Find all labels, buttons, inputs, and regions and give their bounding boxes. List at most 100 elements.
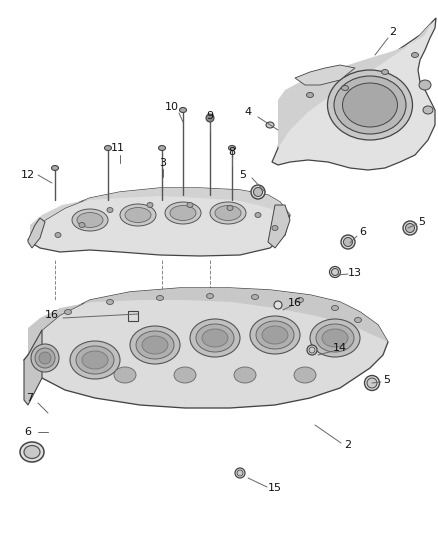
Ellipse shape xyxy=(343,238,353,246)
Ellipse shape xyxy=(255,213,261,217)
Text: 16: 16 xyxy=(45,310,59,320)
Text: 13: 13 xyxy=(348,268,362,278)
Ellipse shape xyxy=(76,346,114,374)
Ellipse shape xyxy=(147,203,153,207)
Ellipse shape xyxy=(262,326,288,344)
Ellipse shape xyxy=(39,352,51,364)
Ellipse shape xyxy=(77,213,103,228)
Ellipse shape xyxy=(307,345,317,355)
Polygon shape xyxy=(295,65,355,85)
Ellipse shape xyxy=(251,295,258,300)
Ellipse shape xyxy=(272,225,278,230)
Ellipse shape xyxy=(105,146,112,150)
Ellipse shape xyxy=(309,347,315,353)
Ellipse shape xyxy=(174,367,196,383)
Polygon shape xyxy=(24,288,388,408)
Text: 6: 6 xyxy=(25,427,32,437)
Ellipse shape xyxy=(341,235,355,249)
Text: 10: 10 xyxy=(165,102,179,112)
Ellipse shape xyxy=(234,367,256,383)
Ellipse shape xyxy=(334,76,406,134)
Ellipse shape xyxy=(206,114,214,122)
Text: 14: 14 xyxy=(333,343,347,353)
Ellipse shape xyxy=(229,146,236,150)
Polygon shape xyxy=(268,205,290,248)
Ellipse shape xyxy=(411,52,418,58)
Ellipse shape xyxy=(106,300,113,304)
Ellipse shape xyxy=(274,301,282,309)
Ellipse shape xyxy=(423,106,433,114)
Ellipse shape xyxy=(156,295,163,301)
Ellipse shape xyxy=(190,319,240,357)
Ellipse shape xyxy=(31,344,59,372)
Polygon shape xyxy=(28,188,290,256)
Ellipse shape xyxy=(79,222,85,228)
Ellipse shape xyxy=(72,209,108,231)
Ellipse shape xyxy=(142,336,168,354)
Polygon shape xyxy=(24,330,42,405)
Ellipse shape xyxy=(114,367,136,383)
Ellipse shape xyxy=(136,331,174,359)
Ellipse shape xyxy=(235,468,245,478)
Ellipse shape xyxy=(250,316,300,354)
Ellipse shape xyxy=(332,269,339,276)
Text: 5: 5 xyxy=(384,375,391,385)
Ellipse shape xyxy=(266,122,274,128)
Ellipse shape xyxy=(24,446,40,458)
Text: 6: 6 xyxy=(360,227,367,237)
Ellipse shape xyxy=(354,318,361,322)
Ellipse shape xyxy=(165,202,201,224)
Text: 5: 5 xyxy=(418,217,425,227)
Text: 5: 5 xyxy=(240,170,247,180)
Ellipse shape xyxy=(227,206,233,211)
Ellipse shape xyxy=(55,232,61,238)
Ellipse shape xyxy=(328,70,413,140)
FancyBboxPatch shape xyxy=(128,311,138,321)
Ellipse shape xyxy=(237,470,243,476)
Ellipse shape xyxy=(82,351,108,369)
Text: 8: 8 xyxy=(229,147,236,157)
Ellipse shape xyxy=(367,378,377,388)
Text: 9: 9 xyxy=(206,111,214,121)
Ellipse shape xyxy=(251,185,265,199)
Ellipse shape xyxy=(381,69,389,75)
Ellipse shape xyxy=(406,223,414,232)
Ellipse shape xyxy=(35,348,55,368)
Ellipse shape xyxy=(419,80,431,90)
Polygon shape xyxy=(28,288,388,355)
Ellipse shape xyxy=(125,207,151,222)
Ellipse shape xyxy=(332,305,339,311)
Ellipse shape xyxy=(107,207,113,213)
Ellipse shape xyxy=(196,324,234,352)
Polygon shape xyxy=(28,218,45,248)
Ellipse shape xyxy=(64,310,71,314)
Polygon shape xyxy=(278,22,432,148)
Ellipse shape xyxy=(215,206,241,221)
Ellipse shape xyxy=(294,367,316,383)
Ellipse shape xyxy=(297,297,304,303)
Ellipse shape xyxy=(170,206,196,221)
Text: 12: 12 xyxy=(21,170,35,180)
Text: 4: 4 xyxy=(244,107,251,117)
Ellipse shape xyxy=(120,204,156,226)
Polygon shape xyxy=(272,18,436,170)
Ellipse shape xyxy=(316,324,354,352)
Ellipse shape xyxy=(187,203,193,207)
Ellipse shape xyxy=(202,329,228,347)
Ellipse shape xyxy=(20,442,44,462)
Ellipse shape xyxy=(329,266,340,278)
Text: 3: 3 xyxy=(159,158,166,168)
Ellipse shape xyxy=(210,202,246,224)
Ellipse shape xyxy=(180,108,187,112)
Ellipse shape xyxy=(322,329,348,347)
Ellipse shape xyxy=(364,376,379,391)
Ellipse shape xyxy=(403,221,417,235)
Text: 7: 7 xyxy=(26,393,34,403)
Ellipse shape xyxy=(254,188,262,197)
Text: 2: 2 xyxy=(344,440,352,450)
Polygon shape xyxy=(30,188,290,238)
Text: 15: 15 xyxy=(268,483,282,493)
Ellipse shape xyxy=(159,146,166,150)
Ellipse shape xyxy=(130,326,180,364)
Text: 16: 16 xyxy=(288,298,302,308)
